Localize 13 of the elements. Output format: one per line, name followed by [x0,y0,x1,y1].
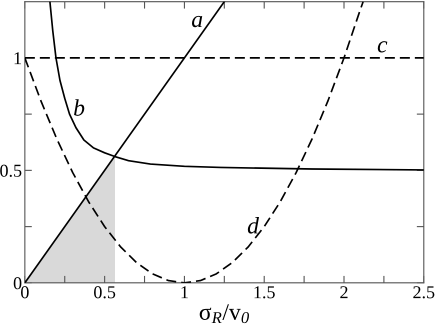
x-tick-label: 2.5 [413,286,434,298]
x-axis-title: σ$_{R}$/v$_{0}$ [200,304,249,324]
y-tick-label: 0.5 [0,164,22,177]
y-tick-label: 1 [14,52,21,64]
series-label: d [248,217,260,234]
y-tick-label: 0 [14,277,22,290]
series-label: b [74,99,84,116]
x-tick-label: 2 [340,286,348,298]
x-tick-label: 0.5 [94,286,116,298]
series-label: a [192,16,202,28]
series-label: c [378,41,388,53]
x-tick-label: 1 [182,286,188,298]
x-tick-label: 1.5 [254,286,275,298]
